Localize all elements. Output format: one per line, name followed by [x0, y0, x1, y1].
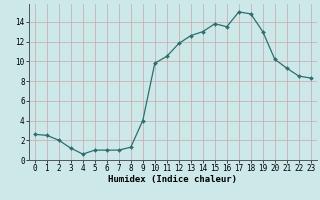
X-axis label: Humidex (Indice chaleur): Humidex (Indice chaleur): [108, 175, 237, 184]
